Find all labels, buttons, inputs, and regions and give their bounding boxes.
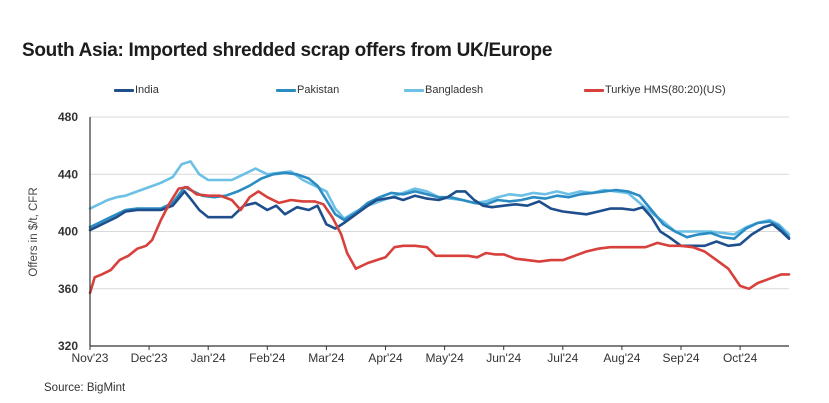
x-tick-label: Oct'24: [723, 351, 758, 365]
legend-item: India: [114, 84, 159, 96]
y-tick-label: 480: [58, 110, 78, 124]
legend-label: Bangladesh: [425, 84, 484, 96]
x-tick-label: Mar'24: [308, 351, 345, 365]
legend-swatch: [114, 88, 134, 92]
x-tick-label: Feb'24: [249, 351, 286, 365]
y-axis-title: Offers in $/t, CFR: [28, 187, 40, 276]
series-line-india: [88, 190, 791, 248]
legend-label: Pakistan: [297, 84, 340, 96]
x-tick-label: May'24: [425, 351, 464, 365]
x-tick-label: Nov'23: [72, 351, 109, 365]
y-tick-label: 320: [58, 339, 78, 353]
gridlines: [90, 116, 789, 290]
legend-swatch: [276, 88, 296, 92]
x-tick-label: Jun'24: [486, 351, 521, 365]
legend-item: Bangladesh: [404, 84, 483, 96]
series-lines: [88, 160, 791, 295]
x-tick-label: Apr'24: [368, 351, 403, 365]
x-tick-label: Jul'24: [547, 351, 578, 365]
x-tick-label: Aug'24: [603, 351, 640, 365]
legend-label: Turkiye HMS(80:20)(US): [605, 84, 726, 96]
y-tick-label: 400: [58, 225, 78, 239]
y-tick-label: 440: [58, 167, 78, 181]
legend-item: Turkiye HMS(80:20)(US): [584, 84, 726, 96]
chart-title: South Asia: Imported shredded scrap offe…: [22, 40, 553, 61]
source-note: Source: BigMint: [44, 382, 126, 394]
x-tick-label: Jan'24: [191, 351, 226, 365]
y-tick-label: 360: [58, 282, 78, 296]
legend-label: India: [135, 84, 159, 96]
legend-item: Pakistan: [276, 84, 339, 96]
axes: 320 360 400 440 480 Nov'23 Dec'23 Jan'24 Feb'24 M…: [58, 110, 789, 365]
legend-swatch: [404, 88, 424, 92]
legend-swatch: [584, 88, 604, 92]
x-tick-label: Sep'24: [663, 351, 700, 365]
x-tick-label: Dec'23: [131, 351, 168, 365]
series-line-turkiye-hms-80-20-us: [88, 185, 791, 295]
